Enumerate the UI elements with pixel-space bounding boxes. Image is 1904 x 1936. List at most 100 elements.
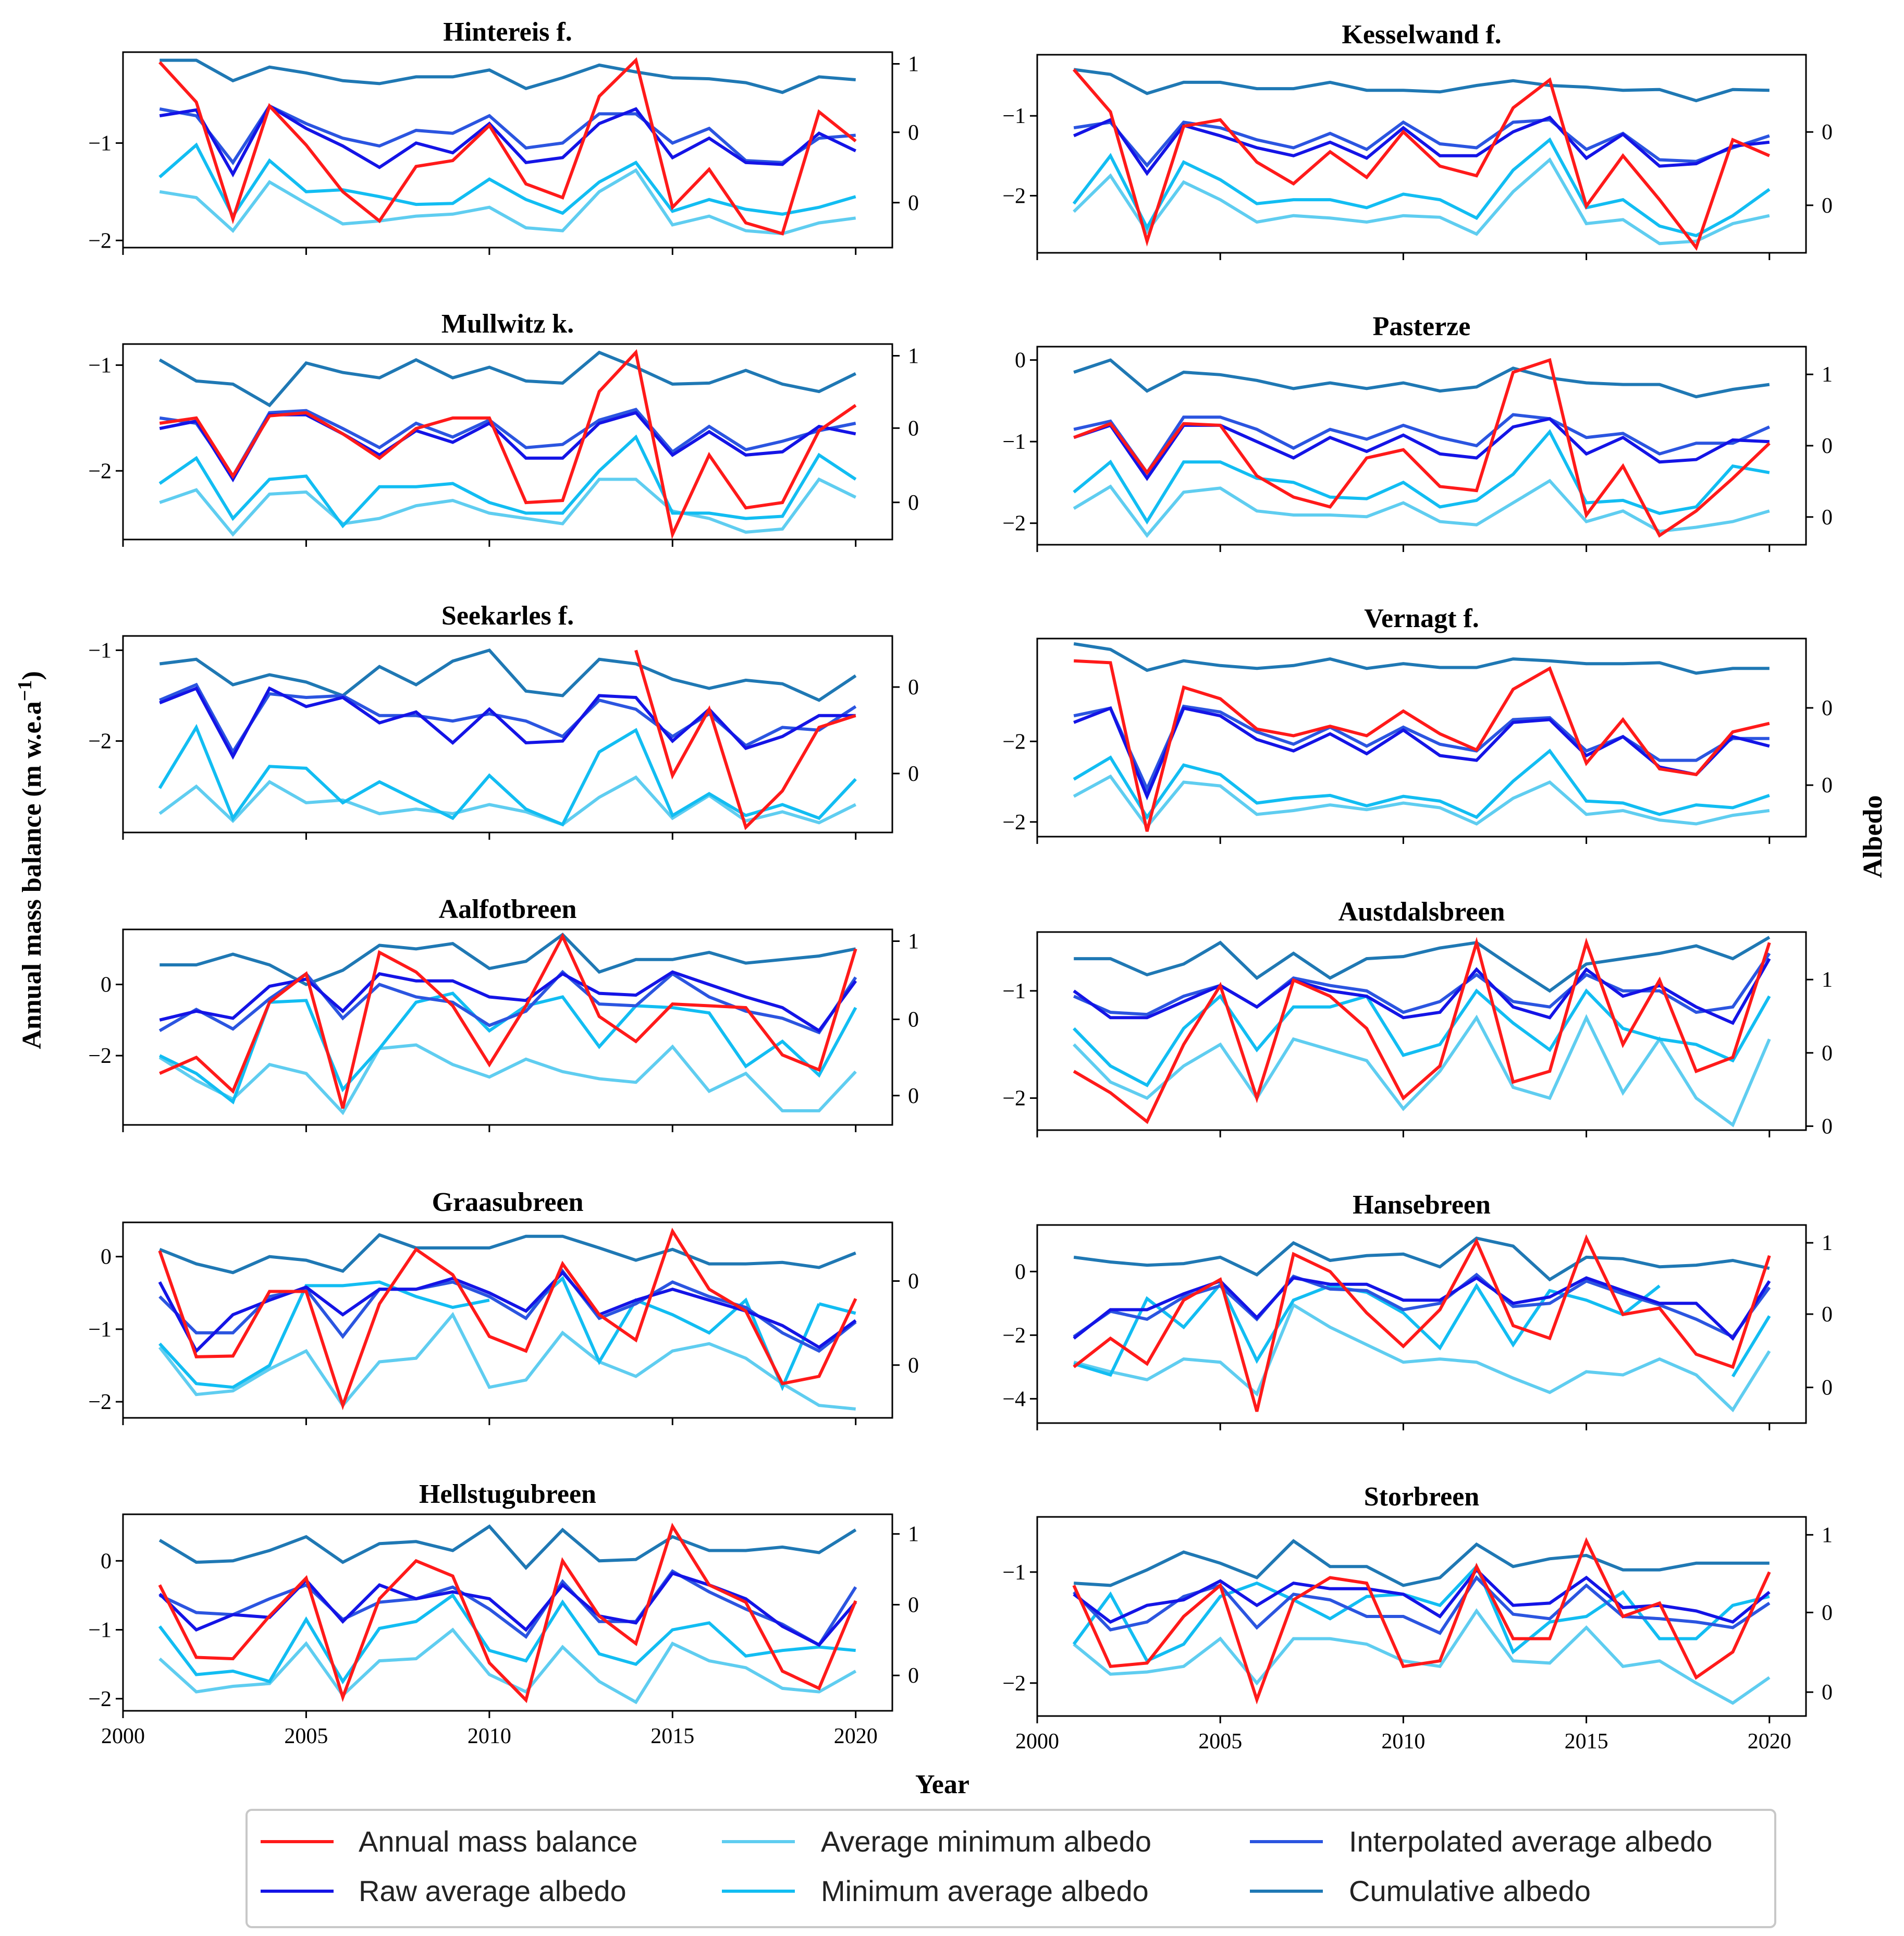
- panel-pasterze: Pasterze 0 −1 −2 1 0 0: [1002, 312, 1833, 552]
- panel-series: [158, 349, 857, 540]
- y-tick-label: −2: [1002, 512, 1026, 536]
- series-raw: [159, 686, 856, 760]
- albedo-tick-label: 0: [1822, 434, 1833, 458]
- series-raw: [159, 970, 857, 1033]
- panel-series: [1072, 68, 1771, 251]
- series-minavg: [1073, 988, 1771, 1087]
- panel-title: Hellstugubreen: [419, 1479, 596, 1509]
- series-avgmin: [1073, 157, 1770, 246]
- series-minavg: [158, 991, 857, 1105]
- panel-title: Aalfotbreen: [439, 895, 577, 924]
- panel-graasubreen: Graasubreen 0 −1 −2 0 0: [88, 1187, 919, 1425]
- series-raw: [1073, 958, 1771, 1025]
- albedo-tick-label: 1: [1822, 363, 1833, 387]
- series-interp: [159, 682, 857, 755]
- y-tick-label: −1: [1002, 104, 1026, 128]
- panel-frame: [1036, 931, 1807, 1131]
- legend-label-cum: Cumulative albedo: [1349, 1874, 1591, 1907]
- panel-mullwitz-k: Mullwitz k. −1 −2 1 0 0: [88, 309, 919, 547]
- series-cum: [1073, 1236, 1770, 1282]
- series-cum: [158, 1524, 857, 1571]
- x-tick-label: 2000: [1015, 1730, 1059, 1754]
- albedo-tick-label: 0: [908, 1084, 919, 1108]
- series-cum: [158, 350, 857, 408]
- legend: Annual mass balance Raw average albedo A…: [245, 1809, 1776, 1928]
- panel-title: Storbreen: [1364, 1482, 1480, 1512]
- y-tick-label: 0: [1015, 349, 1026, 373]
- series-interp: [159, 1569, 857, 1647]
- series-cum: [159, 648, 857, 702]
- series-minavg: [1072, 137, 1771, 238]
- series-mb: [634, 650, 856, 830]
- y-axis-label-close: ): [17, 671, 47, 680]
- albedo-tick-label: 1: [1822, 968, 1833, 992]
- albedo-tick-label: 0: [908, 1008, 919, 1032]
- panel-frame: [1036, 1516, 1807, 1717]
- albedo-tick-label: 0: [908, 1664, 919, 1688]
- x-tick-label: 2015: [650, 1724, 694, 1748]
- series-minavg: [1073, 749, 1770, 820]
- panel-series: [1072, 1537, 1771, 1705]
- panel-series: [1073, 1234, 1771, 1413]
- series-avgmin: [1073, 774, 1770, 829]
- x-tick-label: 2020: [834, 1724, 878, 1748]
- y-tick-label: −2: [88, 1390, 112, 1414]
- albedo-tick-label: 0: [908, 1354, 919, 1378]
- legend-label-mb: Annual mass balance: [359, 1825, 637, 1858]
- y-tick-label: −2: [88, 1044, 112, 1068]
- series-cum: [159, 933, 856, 986]
- series-interp: [158, 970, 857, 1035]
- series-minavg: [158, 1593, 856, 1685]
- legend-entry-mb: Annual mass balance: [261, 1825, 637, 1858]
- series-mb: [1072, 1537, 1771, 1705]
- legend-label-raw: Raw average albedo: [359, 1874, 627, 1907]
- albedo-tick-label: 1: [908, 1523, 919, 1547]
- series-minavg: [158, 434, 857, 529]
- panel-series: [158, 57, 857, 236]
- y-tick-label: −2: [1002, 1324, 1026, 1347]
- albedo-tick-label: 0: [1822, 1681, 1833, 1705]
- albedo-tick-label: 0: [908, 416, 919, 440]
- albedo-tick-label: 1: [1822, 1523, 1833, 1547]
- panel-seekarles-f: Seekarles f. −1 −2 0 0: [88, 601, 919, 840]
- x-tick-label: 2010: [468, 1724, 511, 1748]
- series-cum: [1074, 1539, 1770, 1587]
- series-minavg: [1731, 1315, 1771, 1378]
- panel-hintereis-f: Hintereis f. −1 −2 1 0 0: [88, 17, 919, 255]
- panel-aalfotbreen: Aalfotbreen 0 −2 1 0 0: [88, 895, 919, 1132]
- albedo-axis-label: Albedo: [1858, 795, 1888, 878]
- panel-series: [158, 1228, 857, 1411]
- albedo-tick-label: 1: [908, 53, 919, 77]
- panel-frame: [1036, 54, 1807, 254]
- series-cum: [1074, 936, 1771, 993]
- legend-label-minavg: Minimum average albedo: [821, 1874, 1149, 1907]
- panel-title: Seekarles f.: [441, 601, 574, 631]
- series-minavg: [1072, 1563, 1770, 1663]
- legend-label-interp: Interpolated average albedo: [1349, 1825, 1712, 1858]
- y-tick-label: 0: [1015, 1260, 1026, 1284]
- series-mb: [1073, 358, 1771, 538]
- panel-series: [158, 648, 857, 830]
- series-cum: [1073, 642, 1770, 675]
- series-mb: [158, 57, 857, 236]
- albedo-tick-label: 0: [1822, 1114, 1833, 1138]
- series-avgmin: [1073, 479, 1770, 538]
- panel-series: [1073, 642, 1770, 832]
- series-raw: [159, 104, 856, 178]
- panel-title: Kesselwand f.: [1342, 20, 1501, 50]
- panel-austdalsbreen: Austdalsbreen −1 −2 1 0 0: [1002, 897, 1833, 1138]
- y-tick-label: −1: [88, 639, 112, 663]
- series-raw: [1073, 1276, 1771, 1341]
- y-tick-label: −1: [88, 353, 112, 377]
- albedo-tick-label: 0: [908, 1270, 919, 1294]
- panel-frame: [122, 51, 893, 249]
- x-tick-label: 2005: [1198, 1730, 1242, 1754]
- series-raw: [158, 1270, 857, 1354]
- panel-hellstugubreen: Hellstugubreen 0 −1 −2 1 0 0 2000 2005 2010 2015 20…: [88, 1479, 919, 1748]
- y-tick-label: −2: [1002, 730, 1026, 754]
- x-tick-label: 2010: [1381, 1730, 1425, 1754]
- series-interp: [1073, 1575, 1771, 1635]
- series-mb: [159, 349, 857, 540]
- y-tick-label: 0: [101, 1549, 112, 1573]
